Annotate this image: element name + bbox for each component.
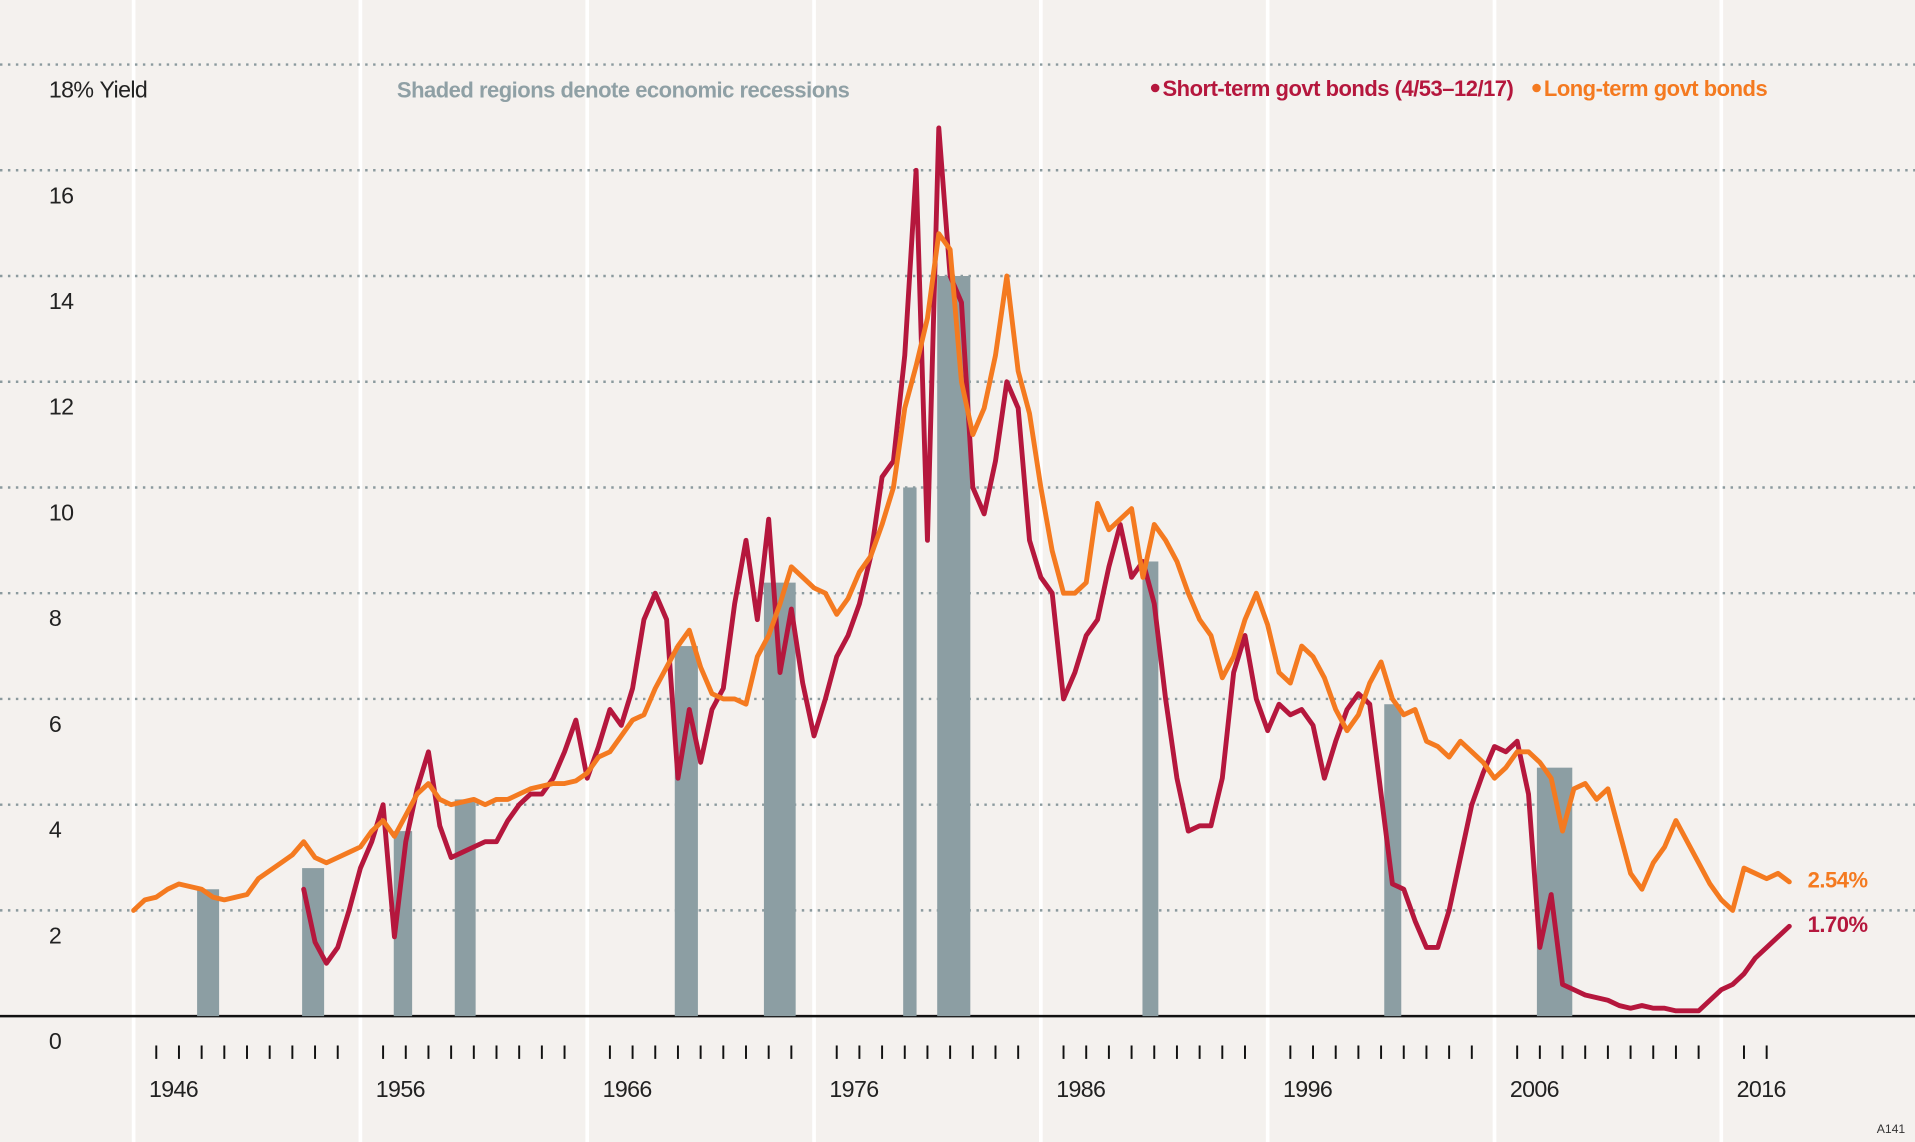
x-tick-label: 1946 (149, 1076, 198, 1102)
recession-band (197, 889, 220, 1017)
legend-label: Long-term govt bonds (1544, 76, 1768, 101)
x-tick-label: 2016 (1737, 1076, 1786, 1102)
footer: A141 (1877, 1122, 1906, 1136)
y-tick-label: 8 (49, 605, 61, 631)
y-tick-label: 6 (49, 711, 61, 737)
x-tick-label: 1986 (1056, 1076, 1105, 1102)
series-line (131, 231, 1792, 913)
legend-marker (1532, 83, 1541, 93)
y-tick-label: 10 (49, 499, 74, 525)
y-tick-label: 16 (49, 182, 74, 208)
y-tick-label: 12 (49, 394, 74, 420)
y-tick-label: 14 (49, 288, 74, 314)
end-label: 1.70% (1808, 912, 1868, 937)
x-tick-label: 1976 (829, 1076, 878, 1102)
recession-band (393, 831, 413, 1017)
y-tick-label: 0 (49, 1028, 61, 1054)
recession-band (454, 799, 476, 1017)
y-tick-label: 18% (49, 77, 94, 103)
labels: Shaded regions denote economic recession… (49, 76, 1906, 1136)
end-label: 2.54% (1808, 868, 1868, 893)
recession-band (674, 646, 698, 1017)
recession-band (1142, 561, 1159, 1017)
recession-band (1384, 704, 1402, 1017)
y-tick-label: 4 (49, 817, 62, 843)
y-axis-label: Yield (100, 77, 148, 103)
x-tick-label: 1996 (1283, 1076, 1332, 1102)
marks (131, 125, 1792, 1017)
annotation: Shaded regions denote economic recession… (397, 77, 850, 102)
legend-label: Short-term govt bonds (4/53–12/17) (1163, 76, 1514, 101)
series-line (301, 125, 1792, 1014)
x-tick-label: 2006 (1510, 1076, 1559, 1102)
legend-marker (1150, 83, 1160, 93)
y-tick-label: 2 (49, 922, 61, 948)
x-tick-label: 1966 (603, 1076, 652, 1102)
x-tick-label: 1956 (376, 1076, 425, 1102)
recession-band (903, 487, 917, 1017)
